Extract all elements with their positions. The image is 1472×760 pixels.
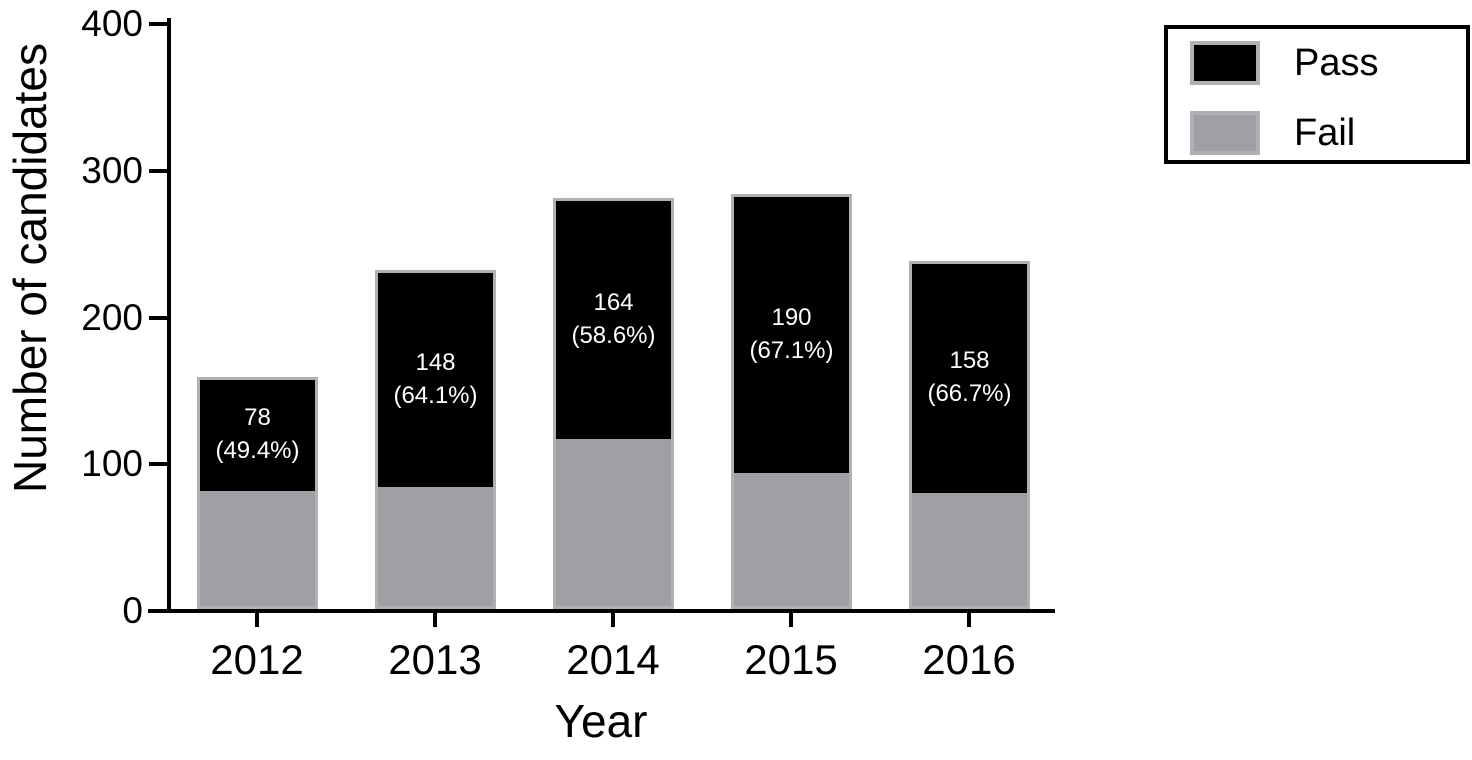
y-tick-mark-400 xyxy=(149,22,168,26)
x-tick-label-2013: 2013 xyxy=(388,636,482,683)
x-tick-label-2014: 2014 xyxy=(566,636,660,683)
y-tick-label-0: 0 xyxy=(122,590,143,631)
bar-2016-value-label: 158 (66.7%) xyxy=(909,344,1030,410)
x-tick-mark-2016 xyxy=(967,613,971,627)
bar-2014-value-label: 164 (58.6%) xyxy=(553,286,674,352)
x-tick-mark-2014 xyxy=(611,613,615,627)
x-tick-mark-2015 xyxy=(789,613,793,627)
y-tick-label-400: 400 xyxy=(81,3,143,44)
bar-2013-outline xyxy=(375,270,496,609)
bar-2013-percent: (64.1%) xyxy=(393,381,478,409)
bar-2015-percent: (67.1%) xyxy=(749,336,834,364)
bar-2013-pass-segment: 148 (64.1%) xyxy=(375,270,496,487)
bar-2014-pass-segment: 164 (58.6%) xyxy=(553,198,674,439)
bar-2014: 164 (58.6%) xyxy=(553,198,674,609)
y-tick-label-200: 200 xyxy=(81,296,143,338)
bar-2016-pass-segment: 158 (66.7%) xyxy=(909,261,1030,493)
y-tick-mark-100 xyxy=(149,462,168,467)
legend: Pass Fail xyxy=(1164,25,1470,164)
x-tick-label-2016: 2016 xyxy=(922,636,1016,683)
bar-2013: 148 (64.1%) xyxy=(375,270,496,609)
bar-2014-outline xyxy=(553,198,674,609)
bar-2012-outline xyxy=(197,377,318,609)
bar-2015: 190 (67.1%) xyxy=(731,194,852,609)
bar-2012: 78 (49.4%) xyxy=(197,377,318,609)
x-tick-label-2012: 2012 xyxy=(210,636,304,683)
legend-swatch-pass xyxy=(1190,41,1260,85)
bar-2013-count: 148 xyxy=(415,348,456,376)
y-tick-mark-0 xyxy=(149,609,168,613)
x-axis-line xyxy=(148,609,1055,613)
bar-2014-percent: (58.6%) xyxy=(571,321,656,349)
bar-2012-pass-segment: 78 (49.4%) xyxy=(197,377,318,491)
legend-label-fail: Fail xyxy=(1294,111,1356,154)
bar-2012-value-label: 78 (49.4%) xyxy=(197,401,318,467)
bar-2015-value-label: 190 (67.1%) xyxy=(731,301,852,367)
y-tick-mark-200 xyxy=(149,315,168,320)
x-tick-label-2015: 2015 xyxy=(744,636,838,683)
bar-2013-value-label: 148 (64.1%) xyxy=(375,346,496,412)
legend-label-pass: Pass xyxy=(1294,41,1379,84)
bar-2015-pass-segment: 190 (67.1%) xyxy=(731,194,852,473)
bar-2015-count: 190 xyxy=(771,303,812,331)
bar-2016: 158 (66.7%) xyxy=(909,261,1030,609)
y-tick-mark-300 xyxy=(149,168,168,173)
bar-2016-outline xyxy=(909,261,1030,609)
y-tick-label-100: 100 xyxy=(81,443,143,485)
legend-item-pass: Pass xyxy=(1168,41,1466,85)
legend-swatch-fail xyxy=(1190,111,1260,155)
x-tick-mark-2012 xyxy=(255,613,259,627)
x-tick-mark-2013 xyxy=(433,613,437,627)
bar-2014-count: 164 xyxy=(593,288,634,316)
legend-item-fail: Fail xyxy=(1168,111,1466,155)
y-tick-label-300: 300 xyxy=(81,149,143,191)
y-axis-title: Number of candidates xyxy=(4,42,56,494)
x-axis-title: Year xyxy=(554,695,648,747)
y-axis-line xyxy=(167,18,171,613)
bar-2015-outline xyxy=(731,194,852,609)
bar-2012-count: 78 xyxy=(244,404,271,431)
bar-2016-percent: (66.7%) xyxy=(927,380,1012,407)
bar-2016-count: 158 xyxy=(949,347,990,374)
bar-2012-percent: (49.4%) xyxy=(215,437,300,464)
